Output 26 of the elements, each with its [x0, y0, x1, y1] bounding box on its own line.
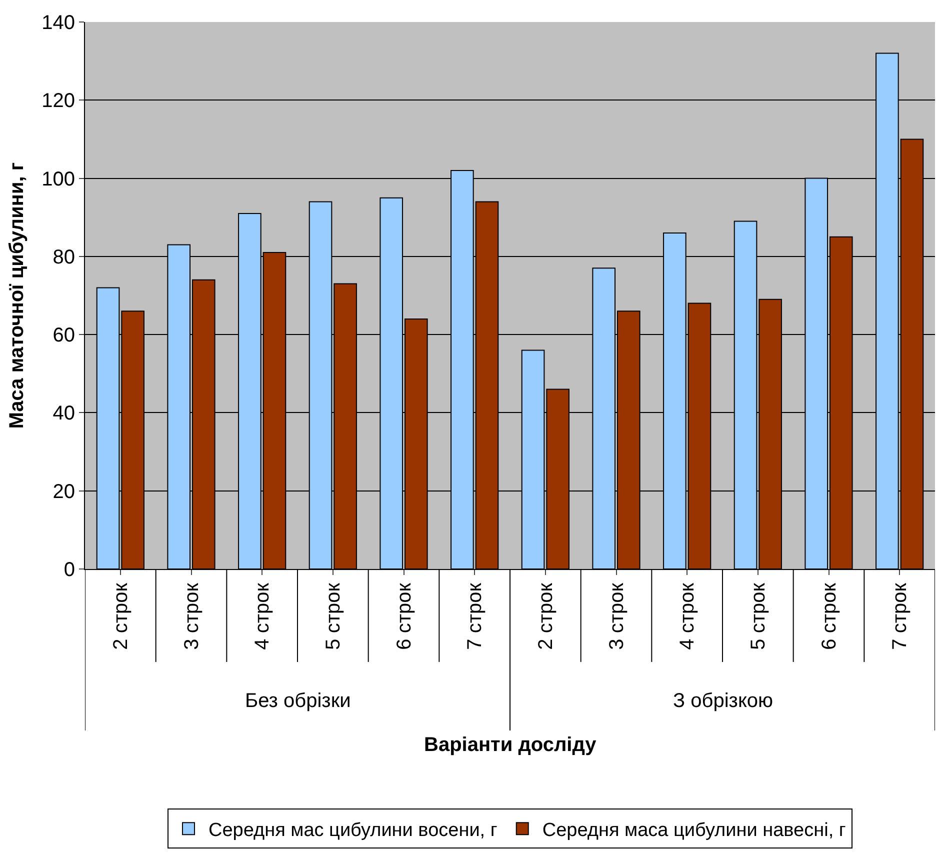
x-tick-label: 7 строк	[889, 582, 912, 650]
x-tick-label: 3 строк	[606, 582, 628, 650]
x-tick-label: 3 строк	[180, 582, 203, 650]
x-tick-label: 4 строк	[676, 582, 699, 650]
x-tick-label: 5 строк	[322, 582, 344, 650]
x-tick-label: 4 строк	[252, 582, 274, 650]
y-tick-label: 20	[52, 480, 75, 503]
x-tick-label: 7 строк	[464, 582, 486, 650]
y-axis-title: Маса маточної цибулини, г	[6, 162, 28, 429]
x-tick-label: 6 строк	[818, 582, 840, 650]
y-tick-label: 140	[42, 12, 75, 34]
text: Без обрізки	[245, 690, 351, 712]
x-tick-label: 6 строк	[393, 582, 416, 650]
x-tick-label: 5 строк	[747, 582, 770, 650]
y-tick-label: 60	[52, 324, 75, 347]
y-tick-label: 80	[52, 246, 75, 268]
legend-label: Середня мас цибулини восени, г	[208, 820, 498, 841]
y-tick-label: 0	[64, 559, 75, 581]
text: З обрізкою	[673, 690, 774, 712]
x-axis-title: Варіанти досліду	[424, 734, 598, 756]
x-tick-label: 2 строк	[534, 582, 557, 650]
y-tick-label: 120	[42, 90, 75, 112]
x-tick-label: 2 строк	[110, 582, 132, 650]
y-tick-label: 40	[52, 402, 75, 425]
legend-label: Середня маса цибулини навесні, г	[542, 820, 846, 841]
y-tick-label: 100	[42, 168, 75, 190]
